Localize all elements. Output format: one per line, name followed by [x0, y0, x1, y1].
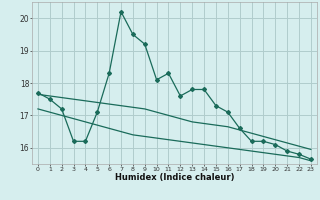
X-axis label: Humidex (Indice chaleur): Humidex (Indice chaleur)	[115, 173, 234, 182]
